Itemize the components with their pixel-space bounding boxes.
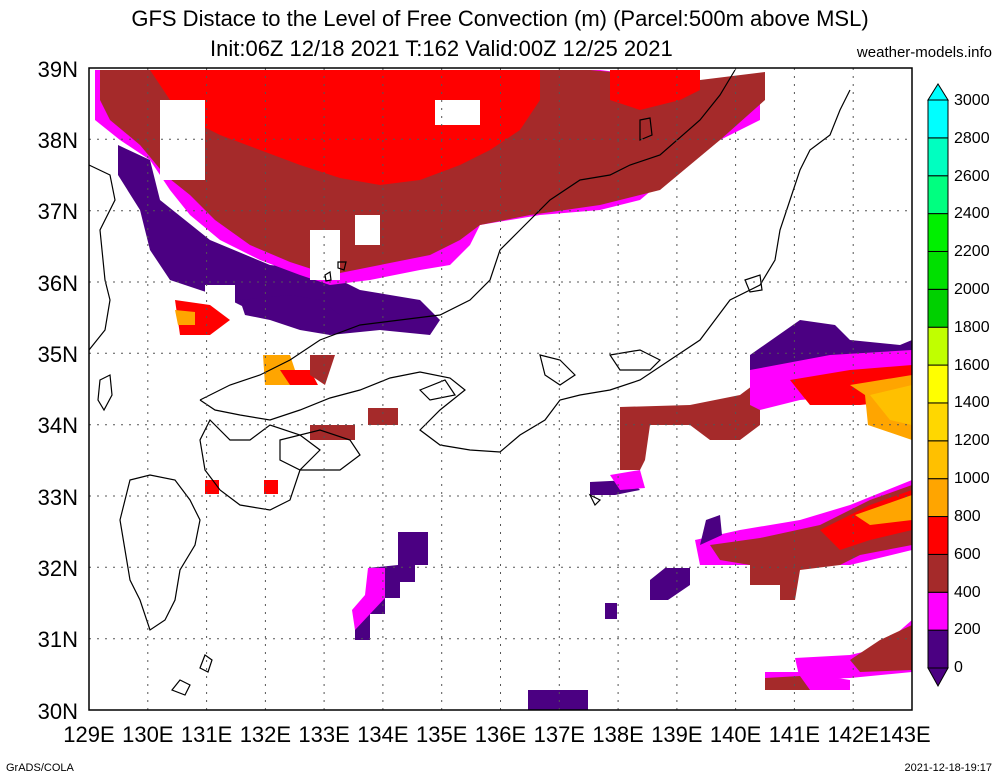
colorbar-segment — [927, 288, 949, 328]
colorbar-segment — [927, 99, 949, 139]
colorbar-tick: 2200 — [954, 243, 990, 260]
map-subtitle: Init:06Z 12/18 2021 T:162 Valid:00Z 12/2… — [210, 36, 673, 61]
colorbar-tick: 200 — [954, 621, 981, 638]
colorbar — [927, 83, 949, 688]
colorbar-tick: 1800 — [954, 319, 990, 336]
lat-label: 38N — [37, 128, 78, 153]
colorbar-tick: 600 — [954, 546, 981, 563]
lon-label: 138E — [592, 722, 644, 747]
colorbar-segment — [927, 516, 949, 555]
colorbar-tick: 3000 — [954, 92, 990, 109]
colorbar-tick: 800 — [954, 508, 981, 525]
lat-label: 36N — [37, 271, 78, 296]
lon-label: 140E — [709, 722, 762, 747]
colorbar-segment — [927, 213, 949, 252]
lon-label: 130E — [122, 722, 174, 747]
colorbar-tick: 0 — [954, 659, 963, 676]
colorbar-segment — [927, 137, 949, 177]
colorbar-segment — [927, 364, 949, 404]
lon-label: 141E — [768, 722, 821, 747]
lat-label: 37N — [37, 199, 78, 224]
colorbar-tick: 2400 — [954, 205, 990, 222]
colorbar-segment — [927, 175, 949, 215]
colorbar-segment — [927, 591, 949, 631]
colorbar-tick: 400 — [954, 584, 981, 601]
colorbar-tick: 1000 — [954, 470, 990, 487]
colorbar-tick: 2600 — [954, 168, 990, 185]
coastlines — [88, 69, 851, 696]
lon-label: 142E — [827, 722, 879, 747]
colorbar-segment — [927, 402, 949, 442]
colorbar-tick: 1600 — [954, 357, 990, 374]
colorbar-segment — [927, 553, 949, 593]
footer-timestamp: 2021-12-18-19:17 — [904, 762, 992, 774]
lon-label: 132E — [239, 722, 292, 747]
colorbar-segment — [927, 478, 949, 518]
map-title: GFS Distace to the Level of Free Convect… — [131, 6, 869, 31]
plot-frame — [88, 67, 913, 711]
colorbar-segment — [927, 440, 949, 480]
lon-label: 139E — [651, 722, 703, 747]
colorbar-segment — [927, 250, 949, 290]
colorbar-tick: 1200 — [954, 432, 990, 449]
lat-label: 30N — [37, 699, 78, 724]
lat-label: 31N — [37, 627, 78, 652]
lat-label: 35N — [37, 342, 78, 367]
lon-label: 133E — [298, 722, 350, 747]
footer-credit: GrADS/COLA — [6, 762, 74, 774]
lat-label: 39N — [37, 57, 78, 82]
colorbar-segment — [927, 326, 949, 366]
gridlines — [89, 68, 912, 710]
site-credit: weather-models.info — [856, 44, 992, 61]
colorbar-tick: 2000 — [954, 281, 990, 298]
colorbar-tick: 1400 — [954, 394, 990, 411]
lon-label: 143E — [879, 722, 931, 747]
colorbar-segment — [927, 629, 949, 669]
lon-label: 134E — [357, 722, 409, 747]
lat-label: 32N — [37, 556, 78, 581]
lfc-shading — [95, 70, 912, 710]
lon-label: 131E — [180, 722, 233, 747]
lat-label: 33N — [37, 485, 78, 510]
lon-label: 137E — [533, 722, 585, 747]
lon-label: 135E — [415, 722, 468, 747]
colorbar-tick: 2800 — [954, 130, 990, 147]
lon-label: 136E — [474, 722, 527, 747]
lat-label: 34N — [37, 413, 78, 438]
lon-label: 129E — [63, 722, 115, 747]
